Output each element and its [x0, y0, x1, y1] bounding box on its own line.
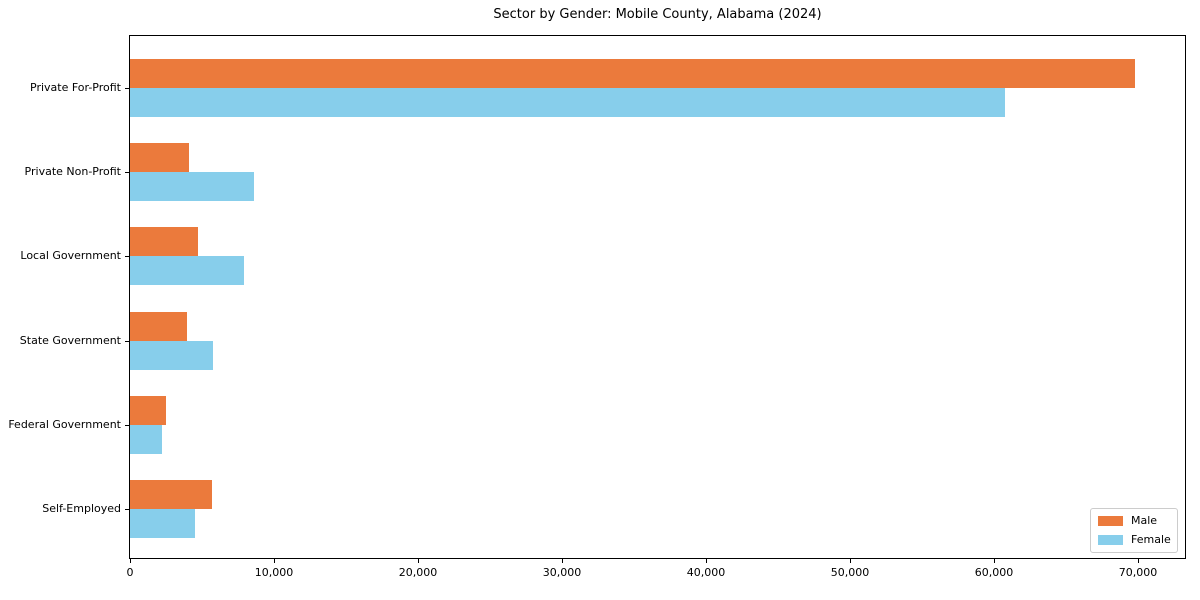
- xtick-label-40-000: 40,000: [686, 566, 726, 579]
- female-color-swatch: [1098, 535, 1123, 545]
- ytick-label-federal-government: Federal Government: [8, 418, 121, 431]
- xtick-mark: [994, 559, 995, 563]
- legend-label-male: Male: [1131, 514, 1158, 527]
- ytick-mark: [125, 172, 129, 173]
- ytick-label-local-government: Local Government: [20, 249, 121, 262]
- xtick-label-60-000: 60,000: [974, 566, 1014, 579]
- bar-female-self-employed: [130, 509, 195, 538]
- xtick-mark: [274, 559, 275, 563]
- ytick-label-private-for-profit: Private For-Profit: [30, 81, 121, 94]
- bar-male-local-government: [130, 227, 198, 256]
- ytick-mark: [125, 88, 129, 89]
- xtick-label-0: 0: [126, 566, 134, 579]
- bar-male-self-employed: [130, 480, 212, 509]
- bar-female-state-government: [130, 341, 213, 370]
- xtick-mark: [562, 559, 563, 563]
- xtick-mark: [706, 559, 707, 563]
- xtick-label-10-000: 10,000: [254, 566, 294, 579]
- xtick-mark: [418, 559, 419, 563]
- bar-male-private-for-profit: [130, 59, 1135, 88]
- ytick-label-private-non-profit: Private Non-Profit: [24, 165, 121, 178]
- xtick-label-70-000: 70,000: [1118, 566, 1158, 579]
- ytick-mark: [125, 509, 129, 510]
- xtick-mark: [130, 559, 131, 563]
- plot-area: [129, 35, 1186, 559]
- xtick-label-20-000: 20,000: [398, 566, 438, 579]
- male-color-swatch: [1098, 516, 1123, 526]
- ytick-mark: [125, 341, 129, 342]
- bar-female-private-for-profit: [130, 88, 1005, 117]
- legend: Male Female: [1090, 508, 1178, 553]
- xtick-mark: [850, 559, 851, 563]
- bar-female-federal-government: [130, 425, 162, 454]
- ytick-label-state-government: State Government: [19, 334, 121, 347]
- chart-title: Sector by Gender: Mobile County, Alabama…: [493, 7, 822, 22]
- ytick-label-self-employed: Self-Employed: [42, 502, 121, 515]
- legend-item-male: Male: [1098, 515, 1170, 527]
- ytick-mark: [125, 256, 129, 257]
- bar-female-local-government: [130, 256, 244, 285]
- xtick-mark: [1138, 559, 1139, 563]
- bar-male-federal-government: [130, 396, 166, 425]
- bar-male-state-government: [130, 312, 187, 341]
- ytick-mark: [125, 425, 129, 426]
- xtick-label-30-000: 30,000: [542, 566, 582, 579]
- xtick-label-50-000: 50,000: [830, 566, 870, 579]
- legend-label-female: Female: [1131, 533, 1171, 546]
- legend-item-female: Female: [1098, 533, 1171, 546]
- bar-female-private-non-profit: [130, 172, 254, 201]
- bar-male-private-non-profit: [130, 143, 189, 172]
